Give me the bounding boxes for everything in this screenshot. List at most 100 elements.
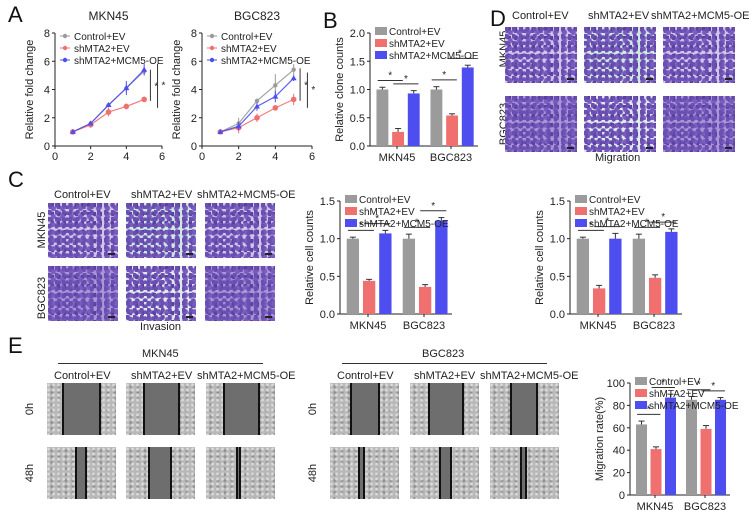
legend-swatch bbox=[575, 219, 587, 227]
panel-label-e: E bbox=[8, 333, 23, 358]
column-label-shmta2: shMTA2+EV bbox=[131, 189, 193, 201]
bar-0 bbox=[686, 399, 697, 495]
significance-star: * bbox=[162, 81, 166, 92]
row-label-48h: 48h bbox=[307, 463, 319, 483]
y-tick-label: 0 bbox=[619, 490, 625, 502]
bar-chart-migration-counts: 0.0 0.5 1.0 1.5 Relative cell counts MKN45 BGC… bbox=[534, 195, 682, 332]
data-point bbox=[290, 96, 297, 103]
significance-star: * bbox=[605, 217, 609, 228]
y-tick-label: 1.0 bbox=[350, 85, 365, 97]
data-point bbox=[254, 98, 260, 104]
y-axis-label: Relative cell counts bbox=[534, 210, 546, 305]
x-tick-label: MKN45 bbox=[580, 320, 617, 332]
line-chart-mkn45: MKN45 0 2 4 6 8 0 2 4 6 Relative fold change Contro… bbox=[24, 9, 166, 160]
micrograph-d-mkn45-mcm5 bbox=[663, 27, 735, 83]
y-tick-label: 0 bbox=[191, 141, 197, 153]
y-axis-label: Relative cell counts bbox=[304, 210, 316, 305]
row-label-0h: 0h bbox=[24, 402, 36, 416]
bar-0 bbox=[402, 238, 416, 314]
legend-label: shMTA2+MCM5-OE bbox=[221, 56, 311, 67]
x-tick-label: 4 bbox=[123, 151, 129, 160]
row-label-mkn45: MKN45 bbox=[36, 211, 48, 249]
y-tick-label: 1.5 bbox=[350, 56, 365, 68]
column-label-control: Control+EV bbox=[54, 370, 111, 382]
data-point bbox=[272, 93, 279, 99]
significance-star: * bbox=[311, 85, 315, 96]
legend-marker bbox=[62, 33, 68, 39]
bar-1 bbox=[362, 280, 376, 314]
bar-2 bbox=[665, 231, 678, 314]
bar-1 bbox=[648, 277, 662, 314]
data-point bbox=[123, 103, 130, 110]
row-label-0h: 0h bbox=[307, 402, 319, 416]
legend-label: Control+EV bbox=[74, 32, 126, 43]
bar-chart-clone-counts: 0.0 0.5 1.0 1.5 2.0 Relative clone counts MKN4… bbox=[334, 27, 479, 164]
bar-1 bbox=[700, 428, 712, 495]
wound-image-bgc823-shmta2-0h bbox=[410, 383, 479, 435]
data-point bbox=[291, 67, 296, 72]
bar-1 bbox=[592, 288, 606, 314]
column-label-mcm5: shMTA2+MCM5-OE bbox=[197, 189, 296, 201]
significance-star: * bbox=[661, 377, 665, 388]
x-tick-label: BGC823 bbox=[633, 320, 675, 332]
micrograph-c-bgc823-control bbox=[48, 266, 118, 321]
micrograph-d-bgc823-shmta2 bbox=[584, 96, 656, 152]
y-axis-label: Relative clone counts bbox=[334, 37, 346, 142]
group-divider-mkn45 bbox=[58, 363, 263, 364]
micrograph-c-bgc823-mcm5 bbox=[205, 266, 275, 321]
wound-image-bgc823-mcm5-0h bbox=[490, 383, 559, 435]
x-tick-label: BGC823 bbox=[684, 501, 726, 513]
micrograph-c-bgc823-shmta2 bbox=[126, 266, 196, 321]
legend-swatch bbox=[635, 377, 647, 385]
y-tick-label: 0.5 bbox=[320, 271, 335, 283]
wound-image-mkn45-mcm5-0h bbox=[206, 383, 275, 435]
bar-0 bbox=[632, 238, 646, 314]
y-tick-label: 0.5 bbox=[550, 271, 565, 283]
significance-star: * bbox=[647, 404, 651, 415]
x-tick-label: 6 bbox=[159, 151, 165, 160]
significance-star: * bbox=[359, 220, 363, 231]
bar-2 bbox=[461, 67, 474, 146]
legend-swatch bbox=[375, 51, 387, 59]
y-tick-label: 0.0 bbox=[350, 141, 365, 153]
group-title-bgc823: BGC823 bbox=[422, 348, 465, 360]
legend-swatch bbox=[575, 207, 587, 215]
data-point bbox=[235, 123, 242, 129]
significance-star: * bbox=[404, 74, 408, 85]
x-tick-label: 6 bbox=[309, 151, 315, 160]
y-tick-label: 20 bbox=[613, 468, 625, 480]
y-tick-label: 4 bbox=[44, 85, 50, 97]
column-label-shmta2: shMTA2+EV bbox=[414, 370, 476, 382]
y-tick-label: 2.0 bbox=[350, 28, 365, 40]
data-point bbox=[290, 75, 297, 81]
legend-label: shMTA2+MCM5-OE bbox=[589, 219, 679, 230]
wound-image-mkn45-shmta2-0h bbox=[126, 383, 195, 435]
significance-star: * bbox=[711, 381, 715, 392]
micrograph-c-mkn45-control bbox=[48, 203, 118, 258]
column-label-mcm5: shMTA2+MCM5-OE bbox=[197, 370, 296, 382]
y-tick-label: 0.5 bbox=[350, 113, 365, 125]
x-tick-label: 4 bbox=[272, 151, 278, 160]
wound-image-bgc823-control-48h bbox=[330, 447, 399, 499]
x-tick-label: MKN45 bbox=[637, 501, 674, 513]
caption-migration: Migration bbox=[595, 152, 641, 164]
data-point bbox=[254, 114, 260, 121]
y-tick-label: 60 bbox=[613, 423, 625, 435]
y-axis-label: Relative fold change bbox=[24, 40, 36, 140]
panel-label-d: D bbox=[490, 6, 506, 31]
bar-chart-invasion-counts: 0.0 0.5 1.0 1.5 Relative cell counts MKN45 BGC… bbox=[304, 195, 452, 332]
legend-label: Control+EV bbox=[589, 195, 641, 206]
data-point bbox=[123, 85, 130, 91]
wound-image-mkn45-control-0h bbox=[47, 383, 116, 435]
bar-0 bbox=[430, 89, 443, 146]
x-tick-label: BGC823 bbox=[403, 320, 445, 332]
legend-swatch bbox=[575, 195, 587, 203]
row-label-48h: 48h bbox=[24, 463, 36, 483]
significance-star: * bbox=[304, 81, 308, 92]
group-divider-bgc823 bbox=[342, 363, 547, 364]
significance-star: * bbox=[442, 70, 446, 81]
group-title-mkn45: MKN45 bbox=[142, 348, 179, 360]
legend-label: shMTA2+EV bbox=[649, 389, 705, 400]
chart-title: MKN45 bbox=[88, 9, 128, 23]
legend-label: Control+EV bbox=[359, 195, 411, 206]
